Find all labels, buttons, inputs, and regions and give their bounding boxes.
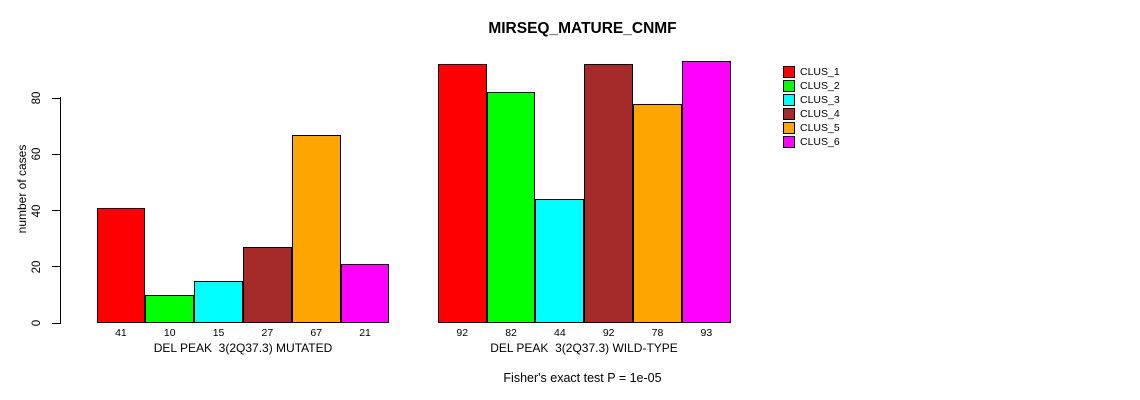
- legend-swatch: [783, 135, 795, 148]
- legend-item: CLUS_1: [783, 66, 840, 78]
- y-tick-label: 0: [31, 319, 43, 327]
- bar-value-label: 27: [261, 327, 274, 339]
- legend-item: CLUS_3: [783, 93, 840, 106]
- legend-swatch: [783, 121, 795, 134]
- y-tick-label: 60: [31, 147, 43, 161]
- legend-swatch: [783, 93, 795, 106]
- stat-annotation: Fisher's exact test P = 1e-05: [503, 371, 662, 385]
- legend-label: CLUS_5: [800, 121, 840, 134]
- bar-value-label: 10: [163, 327, 176, 339]
- bar-value-label: 92: [602, 327, 615, 339]
- bar: [633, 103, 682, 323]
- bar-value-label: 67: [310, 327, 323, 339]
- bar: [486, 92, 536, 323]
- bar: [291, 134, 341, 323]
- legend-swatch: [783, 107, 795, 120]
- bar: [340, 263, 390, 323]
- y-axis-tick: [52, 210, 60, 211]
- y-axis-tick: [52, 97, 60, 99]
- bar: [437, 64, 487, 323]
- y-axis-line: [60, 97, 61, 324]
- y-axis-tick: [52, 322, 60, 324]
- bar: [194, 280, 243, 323]
- y-axis-tick: [52, 266, 60, 268]
- bar: [681, 61, 731, 323]
- bar: [145, 294, 195, 323]
- bar: [242, 247, 292, 323]
- bar-value-label: 21: [359, 327, 371, 339]
- y-tick-label: 80: [31, 91, 43, 105]
- group-label-mutated: DEL PEAK 3(2Q37.3) MUTATED: [153, 341, 333, 355]
- bar-value-label: 92: [456, 327, 469, 339]
- y-tick-label: 40: [31, 204, 43, 217]
- legend-item: CLUS_5: [783, 121, 840, 134]
- bar-value-label: 15: [212, 327, 225, 339]
- bar: [535, 199, 585, 323]
- bar-value-label: 44: [554, 327, 566, 339]
- y-axis-label: number of cases: [15, 144, 29, 234]
- group-label-wild-type: DEL PEAK 3(2Q37.3) WILD-TYPE: [490, 341, 678, 355]
- bar: [584, 64, 634, 323]
- legend-swatch: [783, 79, 795, 92]
- bar-value-label: 78: [651, 327, 664, 339]
- legend-label: CLUS_2: [800, 79, 840, 92]
- legend-label: CLUS_6: [800, 135, 840, 148]
- bar-value-label: 41: [115, 327, 127, 339]
- legend-item: CLUS_2: [783, 79, 840, 92]
- y-axis-tick: [52, 153, 60, 155]
- bar-value-label: 93: [700, 327, 713, 339]
- chart-title: MIRSEQ_MATURE_CNMF: [488, 20, 677, 37]
- legend-swatch: [783, 66, 795, 78]
- legend-label: CLUS_4: [800, 107, 840, 120]
- legend-label: CLUS_1: [800, 66, 840, 78]
- bar: [96, 207, 146, 323]
- legend-label: CLUS_3: [800, 93, 840, 106]
- legend-item: CLUS_4: [783, 107, 840, 120]
- legend-item: CLUS_6: [783, 135, 840, 148]
- bar-value-label: 82: [505, 327, 517, 339]
- y-tick-label: 20: [31, 260, 43, 274]
